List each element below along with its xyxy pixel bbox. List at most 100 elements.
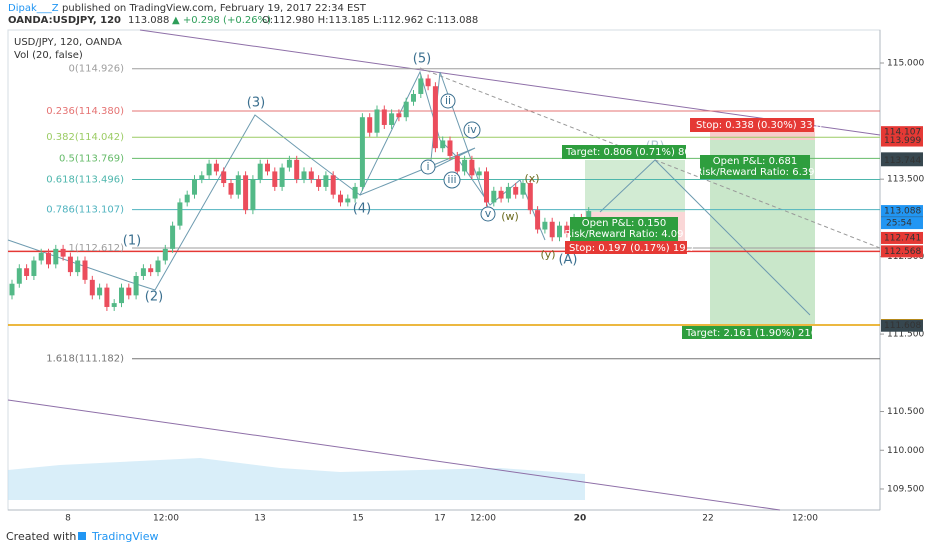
price-marker-box [881, 154, 923, 167]
price-marker-box [881, 245, 923, 258]
wave-label: (A) [558, 253, 577, 268]
y-tick-label: 110.500 [887, 407, 924, 417]
candle-body [359, 117, 365, 187]
candle-body [484, 171, 489, 203]
long-stop-box [565, 241, 687, 254]
candle-body [542, 221, 548, 230]
candle-body [250, 179, 256, 211]
candle-body [462, 159, 468, 172]
candle-body [243, 175, 249, 211]
time-label: 13 [254, 514, 265, 524]
candle-body [323, 175, 329, 187]
candle-body [257, 163, 263, 180]
footer-brand[interactable]: TradingView [91, 530, 158, 543]
candle-body [396, 113, 402, 118]
candle-body [272, 171, 278, 187]
candle-body [564, 225, 570, 234]
short-target-box [682, 326, 812, 339]
wave-circle [420, 159, 436, 175]
price-marker-box [881, 231, 923, 244]
wave-label: iii [447, 173, 456, 186]
wave-circle [480, 206, 496, 222]
short-stop-box [690, 118, 814, 132]
time-label: 12:00 [792, 514, 818, 524]
fib-label: 1(112.612) [68, 243, 124, 254]
candle-body [228, 183, 234, 195]
short-rr: Risk/Reward Ratio: 6.39 [695, 167, 814, 178]
y-tick-label: 111.500 [887, 330, 924, 340]
price-marker-label: 113.999 [884, 136, 921, 146]
published: published on TradingView.com, February 1… [62, 3, 367, 14]
price-marker-label: 112.741 [884, 233, 921, 243]
tv-logo [78, 532, 86, 540]
candle-body [476, 171, 482, 176]
candle-body [67, 256, 73, 273]
chart-pane [7, 29, 881, 511]
candle-body [498, 190, 504, 199]
candle-body [338, 194, 343, 203]
wave-label: (3) [247, 96, 265, 111]
long-target: Target: 0.806 (0.71%) 80.6 [565, 147, 700, 158]
candle-body [403, 101, 409, 118]
candle-body [491, 190, 497, 203]
candle-body [9, 283, 15, 296]
candle-body [82, 260, 88, 280]
wave-circle [443, 171, 461, 189]
author[interactable]: Dipak___Z [8, 3, 59, 14]
last-price: 113.088 [128, 15, 169, 26]
short-info-box [700, 155, 810, 179]
symbol: OANDA:USDJPY, 120 [8, 15, 121, 26]
candle-body [213, 163, 219, 172]
candles [9, 74, 592, 311]
candle-body [221, 171, 227, 184]
candle-body [418, 78, 424, 94]
candle-body [425, 78, 431, 87]
change: ▲ +0.298 (+0.26%) [172, 15, 271, 26]
candle-body [411, 93, 416, 102]
candle-body [199, 175, 205, 180]
fib-label: 1.618(111.182) [46, 354, 124, 365]
footer-created: Created with [6, 530, 76, 543]
candle-body [162, 248, 168, 261]
candle-body [192, 179, 197, 195]
candle-body [505, 186, 511, 199]
candle-body [557, 225, 562, 238]
candle-body [440, 140, 446, 149]
candle-body [286, 159, 292, 168]
time-label: 8 [65, 514, 71, 524]
price-marker-box [881, 126, 923, 139]
candle-body [16, 268, 22, 284]
wave-label: (w) [501, 210, 519, 223]
fib-label: 0.382(114.042) [46, 132, 124, 143]
candle-body [38, 252, 44, 261]
candle-body [389, 113, 395, 125]
candle-body [24, 268, 30, 276]
fib-label: 0(114.926) [68, 64, 124, 75]
candle-body [549, 221, 555, 238]
candle-body [352, 186, 358, 199]
candle-body [126, 287, 132, 296]
candle-body [265, 163, 270, 172]
candle-body [170, 225, 176, 249]
fib-label: 0.236(114.380) [46, 106, 124, 117]
candle-body [374, 109, 380, 133]
chart-legend: USD/JPY, 120, OANDA [14, 37, 122, 48]
countdown-box [881, 217, 923, 230]
wave-circle [463, 121, 481, 139]
time-label: 12:00 [153, 514, 179, 524]
long-stop: Stop: 0.197 (0.17%) 19.7 [569, 243, 695, 254]
candle-body [31, 260, 37, 276]
price-marker-label: 114.107 [884, 128, 921, 138]
short-stop: Stop: 0.338 (0.30%) 33.8 [696, 120, 822, 131]
candle-body [586, 211, 592, 222]
countdown: 25:54 [886, 219, 912, 229]
candle-body [294, 159, 300, 180]
ohlc: O:112.980 H:113.185 L:112.962 C:113.088 [262, 15, 478, 26]
candle-body [308, 171, 314, 180]
candle-body [316, 179, 322, 187]
candle-body [75, 260, 81, 273]
candle-body [177, 202, 183, 226]
wave-label: (1) [123, 234, 141, 249]
fib-label: 0.5(113.769) [59, 153, 124, 164]
